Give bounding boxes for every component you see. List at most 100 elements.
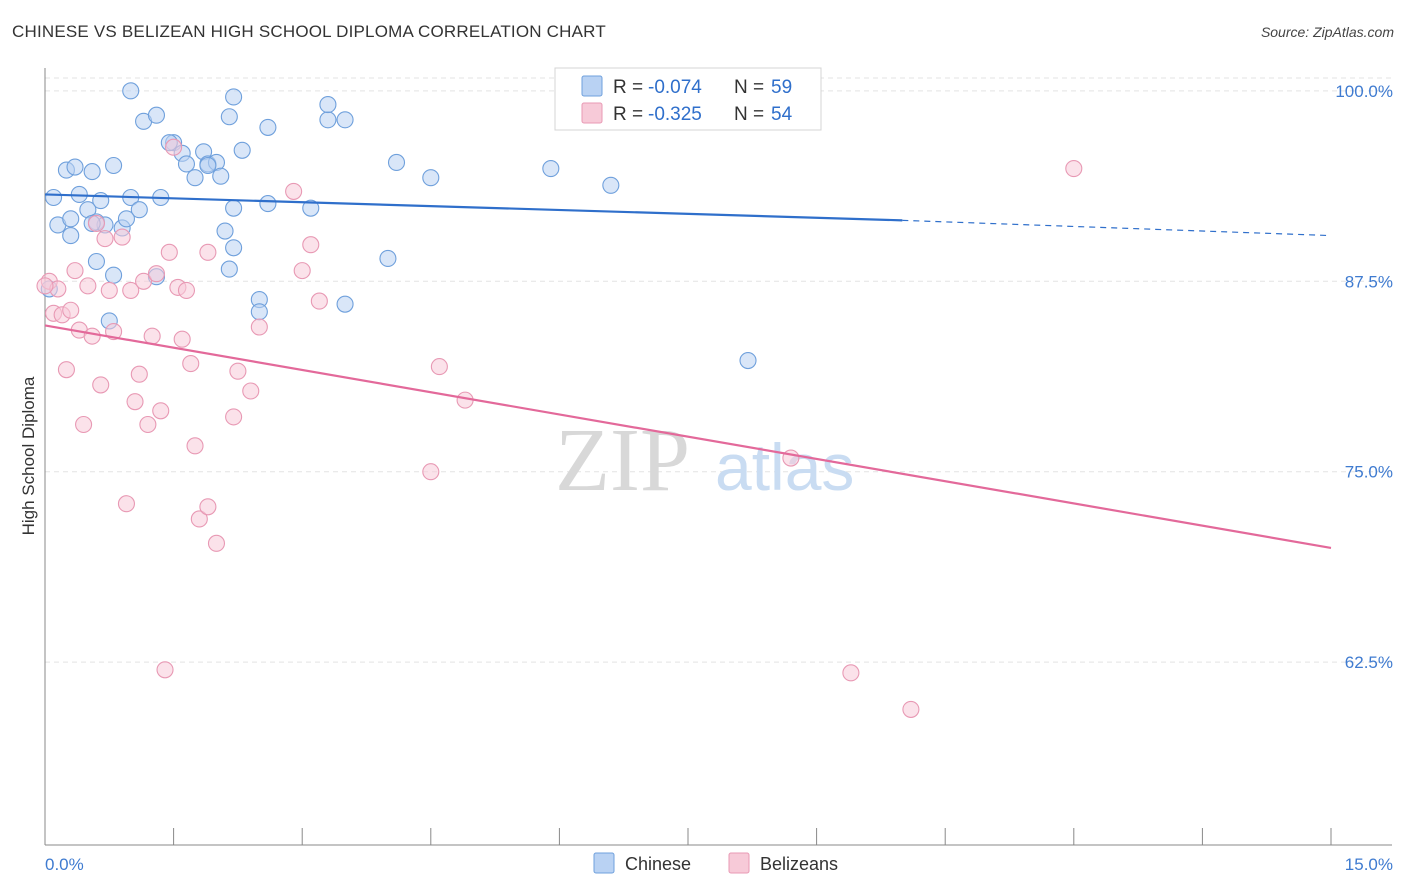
chinese-point bbox=[130, 201, 148, 219]
belizeans-point bbox=[143, 327, 161, 345]
chinese-point bbox=[62, 210, 80, 228]
belizeans-point bbox=[62, 301, 80, 319]
belizeans-point bbox=[139, 415, 157, 434]
belizeans-point bbox=[117, 495, 135, 513]
chinese-point bbox=[177, 155, 196, 173]
belizeans-point bbox=[199, 243, 217, 261]
belizeans-point bbox=[285, 182, 303, 200]
x-ticks bbox=[44, 828, 1332, 845]
belizeans-point bbox=[156, 661, 174, 679]
watermark-atlas: atlas bbox=[715, 430, 854, 504]
belizeans-point bbox=[310, 292, 328, 310]
data-points bbox=[36, 82, 1083, 718]
belizeans-point bbox=[122, 281, 140, 299]
belizeans-point bbox=[57, 361, 75, 379]
belizeans-point bbox=[242, 382, 260, 400]
y-tick-label: 100.0% bbox=[1335, 82, 1393, 101]
belizeans-point bbox=[293, 262, 311, 280]
belizeans-point bbox=[430, 358, 448, 376]
y-tick-label: 75.0% bbox=[1345, 463, 1393, 482]
legend-n-label-belizeans: N = bbox=[734, 104, 764, 125]
belizeans-point bbox=[36, 277, 54, 295]
belizeans-point bbox=[190, 510, 208, 528]
chinese-point bbox=[122, 82, 140, 100]
x-tick-label-max: 15.0% bbox=[1345, 855, 1393, 874]
chinese-point bbox=[319, 111, 337, 129]
chinese-point bbox=[147, 106, 166, 124]
chinese-point bbox=[212, 167, 230, 185]
belizeans-point bbox=[182, 355, 200, 373]
chinese-point bbox=[66, 158, 84, 176]
belizeans-point bbox=[147, 265, 166, 283]
chinese-point bbox=[220, 108, 238, 126]
y-axis-label: High School Diploma bbox=[19, 376, 38, 535]
chinese-point bbox=[422, 169, 440, 187]
legend-swatch-chinese bbox=[581, 75, 603, 97]
watermark-zip: ZIP bbox=[555, 411, 690, 510]
belizeans-point bbox=[165, 138, 183, 156]
belizeans-point bbox=[92, 376, 110, 394]
legend-n-label-chinese: N = bbox=[734, 77, 764, 98]
belizeans-point bbox=[1065, 160, 1083, 178]
y-tick-labels: 62.5% 75.0% 87.5% 100.0% bbox=[1335, 82, 1393, 672]
belizeans-point bbox=[152, 402, 170, 420]
belizeans-point bbox=[87, 214, 105, 232]
source-label: Source: ZipAtlas.com bbox=[1260, 24, 1394, 40]
chinese-point bbox=[216, 222, 234, 240]
y-tick-label: 62.5% bbox=[1345, 653, 1393, 672]
legend-swatch-belizeans bbox=[581, 102, 603, 124]
y-tick-label: 87.5% bbox=[1345, 272, 1393, 291]
chinese-point bbox=[186, 169, 204, 187]
belizeans-point bbox=[902, 700, 920, 718]
correlation-legend: R = -0.074 N = 59 R = -0.325 N = 54 bbox=[554, 67, 822, 131]
chinese-point bbox=[225, 88, 243, 106]
belizeans-point bbox=[75, 415, 93, 434]
belizeans-point bbox=[96, 230, 114, 248]
chart-title: CHINESE VS BELIZEAN HIGH SCHOOL DIPLOMA … bbox=[12, 22, 606, 41]
belizeans-point bbox=[83, 327, 101, 345]
chinese-point bbox=[117, 210, 135, 228]
trend-lines bbox=[44, 193, 1332, 549]
chinese-point bbox=[259, 195, 277, 213]
belizeans-point bbox=[422, 463, 440, 481]
legend-n-value-chinese: 59 bbox=[771, 77, 792, 98]
chinese-point bbox=[542, 160, 560, 178]
chinese-point bbox=[105, 156, 123, 175]
belizeans-point bbox=[135, 272, 153, 290]
chinese-point bbox=[250, 303, 268, 321]
legend-r-value-chinese: -0.074 bbox=[648, 77, 702, 98]
chinese-point bbox=[225, 239, 243, 257]
bottom-legend-swatch-belizeans bbox=[728, 852, 750, 874]
belizeans-point bbox=[207, 534, 226, 552]
chinese-point bbox=[379, 249, 397, 267]
belizeans-point bbox=[66, 262, 84, 280]
belizeans-point bbox=[100, 281, 118, 299]
chinese-point bbox=[302, 199, 320, 217]
belizeans-point bbox=[842, 664, 860, 682]
legend-n-value-belizeans: 54 bbox=[771, 104, 793, 125]
legend-r-label-chinese: R = bbox=[613, 77, 643, 98]
belizeans-point bbox=[173, 330, 191, 348]
belizeans-point bbox=[186, 437, 204, 455]
chinese-point bbox=[336, 111, 354, 129]
belizeans-point bbox=[160, 243, 178, 261]
bottom-legend-label-belizeans: Belizeans bbox=[760, 854, 838, 874]
chinese-point bbox=[62, 227, 80, 245]
belizeans-point bbox=[126, 393, 144, 411]
belizeans-point bbox=[302, 236, 320, 254]
chinese-point bbox=[739, 351, 757, 370]
series-legend: Chinese Belizeans bbox=[593, 852, 838, 874]
bottom-legend-swatch-chinese bbox=[593, 852, 615, 874]
belizeans-point bbox=[177, 281, 196, 299]
chinese-point bbox=[336, 295, 354, 313]
chinese-point bbox=[259, 118, 277, 136]
x-tick-label-min: 0.0% bbox=[45, 855, 84, 874]
chinese-point bbox=[387, 153, 406, 172]
chinese-point bbox=[87, 252, 105, 271]
chinese-trend-extension bbox=[902, 219, 1332, 237]
chinese-point bbox=[45, 188, 63, 207]
belizeans-point bbox=[199, 498, 217, 516]
bottom-legend-label-chinese: Chinese bbox=[625, 854, 691, 874]
chinese-point bbox=[602, 176, 620, 194]
